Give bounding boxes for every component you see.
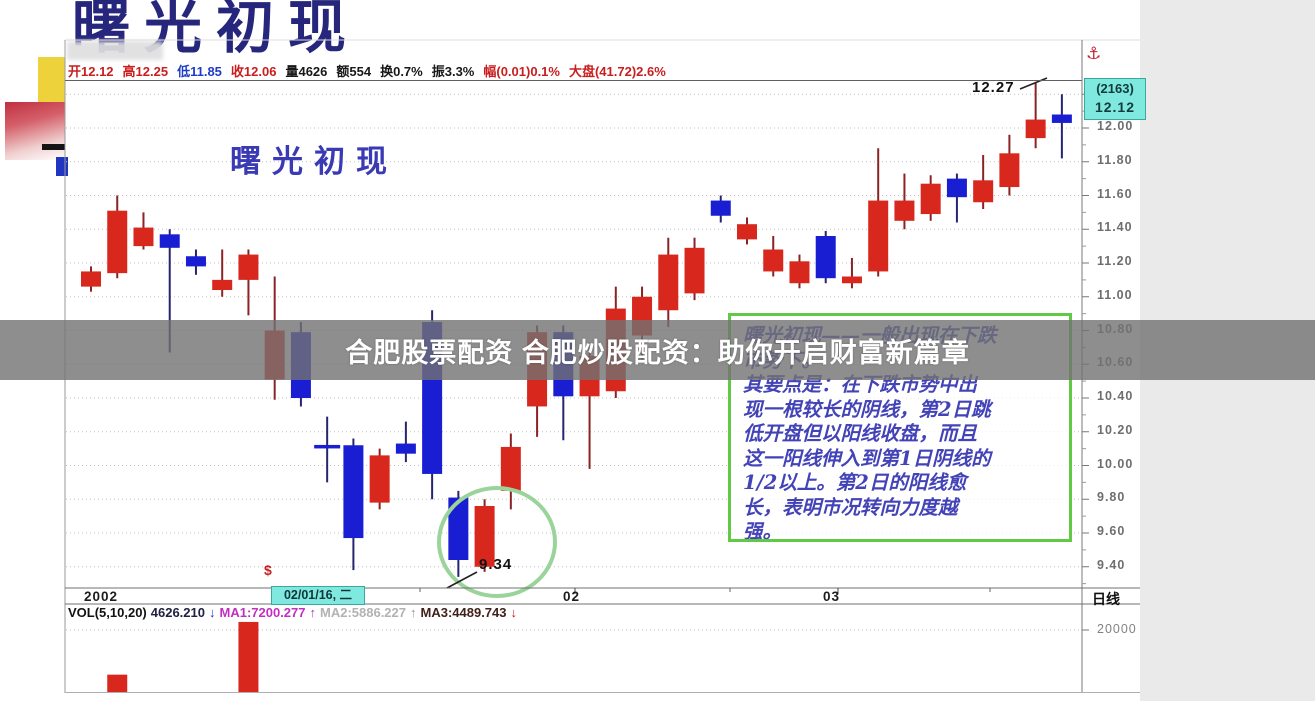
candlestick-up xyxy=(973,180,994,203)
period-label: 日线 xyxy=(1092,591,1120,607)
price-axis-label: 11.40 xyxy=(1097,220,1133,235)
anchor-icon: ⚓ xyxy=(1086,44,1102,63)
info-bar-segment: 收12.06 xyxy=(230,64,277,79)
price-axis-label: 11.80 xyxy=(1097,152,1133,167)
volume-indicator-line: VOL(5,10,20) 4626.210 ↓ MA1:7200.277 ↑ MA2:58… xyxy=(68,605,517,620)
volume-text-segment: ↑ xyxy=(410,605,417,620)
candlestick-up xyxy=(868,200,889,272)
volume-text-segment: MA3:4489.743 xyxy=(420,605,507,620)
current-price-box: (2163) 12.12 xyxy=(1084,78,1146,120)
candlestick-up xyxy=(133,227,154,247)
volume-scale-label: 20000 xyxy=(1097,622,1137,636)
candlestick-up xyxy=(737,224,757,240)
info-bar-segment: 低11.85 xyxy=(177,64,222,79)
info-bar-segment: 量4626 xyxy=(285,64,328,79)
current-price: 12.12 xyxy=(1094,99,1136,115)
volume-text-segment: MA2:5886.227 xyxy=(320,605,406,620)
candlestick-up xyxy=(789,261,810,284)
ohlc-info-bar: 开12.12 高12.25 低11.85 收12.06 量4626 额554 换0.7% 振3… xyxy=(68,61,1080,80)
low-price-annotation: 9.34 xyxy=(479,556,513,573)
session-count: (2163) xyxy=(1096,81,1134,96)
info-bar-segment: 幅(0.01)0.1% xyxy=(483,64,560,79)
candlestick-up xyxy=(1025,119,1046,139)
candlestick-up xyxy=(500,446,521,491)
candlestick-down xyxy=(815,236,836,279)
pattern-title: 曙光初现 xyxy=(230,144,398,180)
doji-bar xyxy=(314,444,341,449)
volume-bar xyxy=(238,621,259,692)
date-axis-month-02: 02 xyxy=(563,589,581,604)
dollar-marker-icon: $ xyxy=(264,562,272,578)
volume-text-segment: MA1:7200.277 xyxy=(219,605,306,620)
volume-text-segment: ↓ xyxy=(510,605,518,620)
candlestick-down xyxy=(1051,114,1072,123)
info-bar-segment: 大盘(41.72)2.6% xyxy=(568,64,666,79)
note-line: 1/2以上。第2日的阳线愈 xyxy=(743,471,967,494)
date-axis-month-03: 03 xyxy=(823,589,841,604)
volume-text-segment: ↓ xyxy=(209,605,216,620)
volume-text-segment: ↑ xyxy=(309,605,317,620)
info-bar-segment: 开12.12 xyxy=(68,64,114,79)
left-thumbnail-fragment-bar xyxy=(42,144,65,150)
candlestick-down xyxy=(159,234,180,248)
price-axis-label: 11.00 xyxy=(1097,287,1133,302)
watermark-text: 合肥股票配资 合肥炒股配资：助你开启财富新篇章 xyxy=(345,337,970,368)
price-axis-label: 12.00 xyxy=(1097,119,1134,133)
left-thumbnail-fragment-gradient xyxy=(5,102,65,160)
candlestick-up xyxy=(212,279,233,290)
note-line: 低开盘但以阳线收盘，而且 xyxy=(743,422,978,445)
erased-watermark-blur xyxy=(67,41,163,60)
info-bar-segment: 额554 xyxy=(336,64,372,79)
candlestick-down xyxy=(710,200,731,216)
candlestick-up xyxy=(369,455,390,503)
high-price-annotation: 12.27 xyxy=(972,79,1015,96)
candlestick-up xyxy=(474,506,495,567)
price-axis-label: 9.40 xyxy=(1097,557,1126,572)
candlestick-down xyxy=(946,178,967,198)
volume-text-segment: 4626.210 xyxy=(150,605,205,620)
info-bar-segment: 振3.3% xyxy=(431,64,475,79)
candlestick-up xyxy=(841,276,862,284)
candlestick-up xyxy=(999,153,1020,188)
price-axis-label: 10.40 xyxy=(1097,389,1134,403)
left-thumbnail-fragment-yellow xyxy=(38,57,65,103)
price-axis-label: 11.60 xyxy=(1097,186,1133,201)
candlestick-up xyxy=(684,247,705,294)
low-annotation-line xyxy=(446,571,478,589)
note-line: 强。 xyxy=(743,520,783,542)
watermark-banner: 合肥股票配资 合肥炒股配资：助你开启财富新篇章 xyxy=(0,320,1315,380)
candlestick-up xyxy=(920,183,941,215)
info-bar-segment: 高12.25 xyxy=(122,64,169,79)
note-line: 长，表明市况转向力度越 xyxy=(743,495,958,519)
note-line: 现一根较长的阴线，第2日跳 xyxy=(743,397,991,421)
volume-text-segment: VOL(5,10,20) xyxy=(68,605,147,620)
date-axis-year: 2002 xyxy=(84,589,119,604)
date-marker-box: 02/01/16, 二 xyxy=(271,586,365,605)
candlestick-down xyxy=(395,443,416,454)
price-axis-label: 11.20 xyxy=(1097,254,1133,268)
pattern-circle xyxy=(437,486,557,598)
high-annotation-line xyxy=(1019,77,1048,90)
price-axis-label: 10.00 xyxy=(1097,456,1134,471)
price-axis-label: 9.80 xyxy=(1097,490,1126,505)
candlestick-up xyxy=(763,249,784,272)
candlestick-up xyxy=(107,210,128,274)
candlestick-up xyxy=(81,271,101,287)
candlestick-up xyxy=(894,200,915,221)
candlestick-up xyxy=(238,254,259,280)
note-line: 这一阳线伸入到第1日阴线的 xyxy=(743,446,991,470)
volume-bar xyxy=(107,674,128,692)
price-axis-label: 10.20 xyxy=(1097,422,1134,437)
candlestick-down xyxy=(343,445,364,539)
price-axis-label: 9.60 xyxy=(1097,524,1126,538)
candlestick-up xyxy=(658,254,679,311)
candlestick-down xyxy=(185,256,206,267)
candlestick-down xyxy=(448,497,469,560)
info-bar-segment: 换0.7% xyxy=(380,64,423,79)
